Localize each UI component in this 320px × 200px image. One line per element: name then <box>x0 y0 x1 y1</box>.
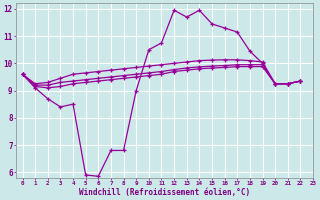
X-axis label: Windchill (Refroidissement éolien,°C): Windchill (Refroidissement éolien,°C) <box>79 188 250 197</box>
